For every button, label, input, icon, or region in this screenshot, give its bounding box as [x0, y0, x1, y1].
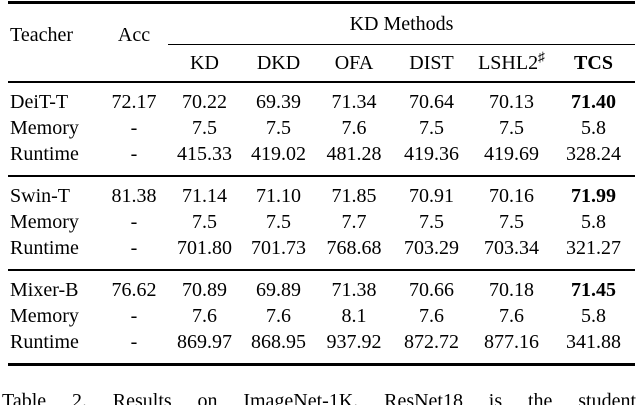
value-cell: 70.13 — [489, 91, 534, 113]
value-cell: 7.5 — [266, 117, 291, 139]
row-label-cell: DeiT-T — [10, 91, 69, 113]
col-header-kd-methods: KD Methods — [168, 2, 636, 45]
value-cell: 7.5 — [192, 211, 217, 233]
sharp-symbol: ♯ — [538, 48, 545, 64]
value-cell: 71.38 — [316, 269, 392, 303]
value-cell: 70.16 — [471, 175, 552, 209]
value-cell: - — [130, 143, 138, 165]
value-cell: 7.6 — [499, 305, 524, 327]
col-header-dist: DIST — [409, 51, 454, 74]
col-header-teacher: Teacher — [10, 24, 73, 46]
value-cell: 869.97 — [177, 331, 232, 353]
value-cell: 71.10 — [241, 175, 316, 209]
lshl2-label: LSHL2 — [478, 51, 539, 74]
value-cell: 5.8 — [581, 211, 606, 233]
value-cell: 70.64 — [409, 91, 454, 113]
value-cell: 70.89 — [168, 269, 241, 303]
row-label-cell: Runtime — [10, 143, 79, 165]
value-cell: 321.27 — [566, 237, 621, 259]
table-row: Runtime - 415.33 419.02 481.28 419.36 419.69 32… — [8, 141, 635, 176]
row-label-cell: Memory — [10, 305, 79, 327]
col-header-tcs: TCS — [574, 51, 613, 74]
table-row: Mixer-B 76.62 70.89 69.89 71.38 70.66 70.18 71.… — [8, 269, 636, 303]
table-row: Runtime - 701.80 701.73 768.68 703.29 703.34 32… — [8, 235, 635, 270]
value-cell: 71.85 — [316, 175, 392, 209]
value-cell: 419.69 — [484, 143, 539, 165]
results-table: Teacher Acc KD Methods KD DKD OFA DIST L… — [8, 1, 636, 366]
value-cell: 7.5 — [266, 211, 291, 233]
value-cell: 71.34 — [331, 91, 377, 113]
table-body: DeiT-T 72.17 70.22 69.39 71.34 70.64 70.13 71.4… — [8, 82, 636, 365]
col-header-ofa: OFA — [334, 51, 374, 74]
value-cell: 7.5 — [499, 117, 524, 139]
row-label-cell: Runtime — [10, 237, 79, 259]
row-label-cell: Swin-T — [8, 175, 100, 209]
value-cell: 5.8 — [581, 117, 606, 139]
value-cell: 341.88 — [566, 331, 621, 353]
value-cell: 7.6 — [419, 305, 444, 327]
value-cell: 937.92 — [326, 331, 382, 353]
value-cell: 76.62 — [100, 269, 168, 303]
value-cell: 701.73 — [251, 237, 306, 259]
table-row: DeiT-T 72.17 70.22 69.39 71.34 70.64 70.13 71.4… — [8, 82, 635, 115]
table-header: Teacher Acc KD Methods KD DKD OFA DIST L… — [8, 2, 636, 83]
row-label-cell: Mixer-B — [8, 269, 100, 303]
table-caption: Table 2. Results on ImageNet-1K. ResNet1… — [2, 390, 636, 405]
value-cell: 768.68 — [326, 237, 382, 259]
table-row: Runtime - 869.97 868.95 937.92 872.72 877.16 34… — [8, 329, 635, 365]
value-cell: 415.33 — [177, 143, 232, 165]
value-cell: 703.29 — [404, 237, 459, 259]
value-cell: 71.45 — [552, 269, 636, 303]
value-cell: 872.72 — [404, 331, 459, 353]
col-header-acc: Acc — [117, 24, 151, 46]
value-cell: 868.95 — [251, 331, 306, 353]
value-cell: 7.7 — [341, 211, 367, 233]
value-cell: - — [130, 305, 138, 327]
value-cell: - — [130, 211, 138, 233]
col-header-kd: KD — [190, 51, 219, 74]
value-cell: - — [130, 331, 138, 353]
row-label-cell: Memory — [10, 211, 79, 233]
value-cell: 877.16 — [484, 331, 539, 353]
table-row: Memory - 7.6 7.6 8.1 7.6 7.6 5.8 — [8, 303, 635, 329]
value-cell: 71.40 — [571, 91, 616, 113]
value-cell: 7.5 — [419, 117, 444, 139]
col-header-lshl2: LSHL2♯ — [471, 45, 552, 83]
table-row: Memory - 7.5 7.5 7.6 7.5 7.5 5.8 — [8, 115, 635, 141]
value-cell: 419.36 — [404, 143, 459, 165]
value-cell: 70.18 — [471, 269, 552, 303]
value-cell: 81.38 — [100, 175, 168, 209]
value-cell: - — [130, 117, 138, 139]
table-row: Swin-T 81.38 71.14 71.10 71.85 70.91 70.16 71.9… — [8, 175, 636, 209]
value-cell: - — [130, 237, 138, 259]
value-cell: 69.39 — [256, 91, 301, 113]
value-cell: 7.6 — [341, 117, 367, 139]
value-cell: 72.17 — [111, 91, 157, 113]
value-cell: 419.02 — [251, 143, 306, 165]
value-cell: 7.5 — [499, 211, 524, 233]
value-cell: 71.14 — [168, 175, 241, 209]
value-cell: 7.5 — [192, 117, 217, 139]
row-label-cell: Runtime — [10, 331, 79, 353]
table-row: Memory - 7.5 7.5 7.7 7.5 7.5 5.8 — [8, 209, 635, 235]
value-cell: 703.34 — [484, 237, 539, 259]
value-cell: 70.22 — [182, 91, 227, 113]
value-cell: 7.5 — [419, 211, 444, 233]
value-cell: 7.6 — [192, 305, 217, 327]
col-header-dkd: DKD — [256, 51, 301, 74]
value-cell: 70.66 — [392, 269, 471, 303]
value-cell: 5.8 — [581, 305, 606, 327]
value-cell: 71.99 — [552, 175, 636, 209]
value-cell: 7.6 — [266, 305, 291, 327]
value-cell: 8.1 — [341, 305, 367, 327]
value-cell: 328.24 — [566, 143, 621, 165]
row-label-cell: Memory — [10, 117, 79, 139]
value-cell: 481.28 — [326, 143, 382, 165]
value-cell: 70.91 — [392, 175, 471, 209]
value-cell: 69.89 — [241, 269, 316, 303]
value-cell: 701.80 — [177, 237, 232, 259]
